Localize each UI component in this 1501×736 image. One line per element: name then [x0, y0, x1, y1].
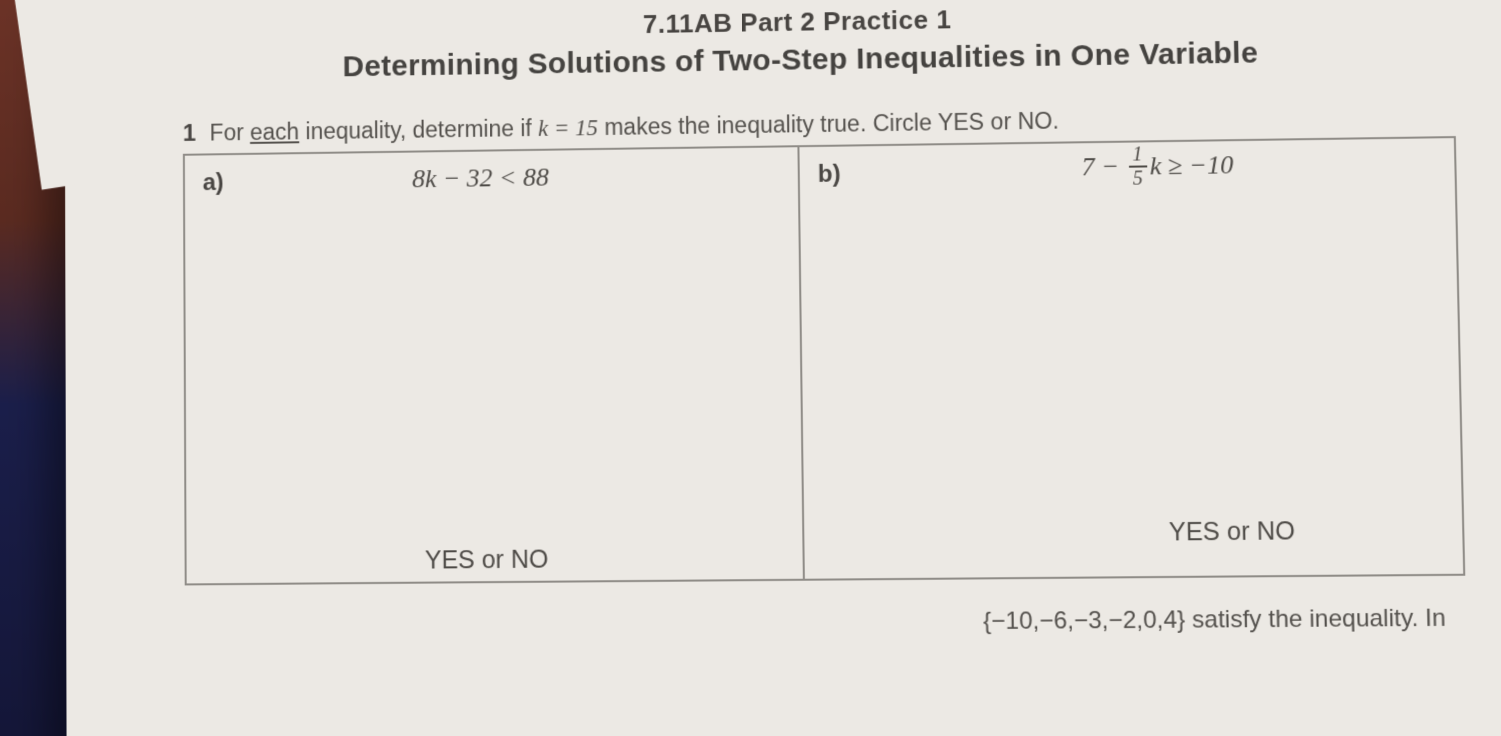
- fraction-one-fifth: 15: [1128, 144, 1147, 188]
- question-suffix: makes the inequality true. Circle YES or…: [598, 108, 1059, 140]
- fraction-numerator: 1: [1128, 144, 1147, 167]
- fraction-denominator: 5: [1129, 167, 1148, 188]
- part-a-inequality: 8k − 32 < 88: [412, 163, 549, 195]
- part-b-lead: 7 −: [1081, 152, 1126, 182]
- question-prefix: For: [210, 119, 250, 145]
- question-underlined-word: each: [250, 119, 299, 145]
- part-a-answer-prompt: YES or NO: [425, 545, 549, 575]
- question-number: 1: [183, 120, 196, 148]
- part-a-label: a): [203, 169, 224, 197]
- question-variable-expression: k = 15: [538, 115, 598, 141]
- question-mid: inequality, determine if: [299, 115, 538, 144]
- part-b-tail: k ≥ −10: [1150, 150, 1234, 180]
- cell-part-b: b) 7 − 15k ≥ −10 YES or NO: [798, 137, 1464, 580]
- next-question-fragment: {−10,−6,−3,−2,0,4} satisfy the inequalit…: [185, 604, 1477, 641]
- question-text: For each inequality, determine if k = 15…: [210, 108, 1059, 147]
- part-b-inequality: 7 − 15k ≥ −10: [1081, 145, 1234, 191]
- worksheet-paper: 7.11AB Part 2 Practice 1 Determining Sol…: [65, 0, 1501, 736]
- problem-table: a) 8k − 32 < 88 YES or NO b) 7 − 15k ≥ −…: [183, 136, 1465, 585]
- part-b-answer-prompt: YES or NO: [1169, 517, 1296, 547]
- worksheet-header: 7.11AB Part 2 Practice 1 Determining Sol…: [143, 0, 1464, 87]
- part-b-label: b): [818, 161, 841, 189]
- cell-part-a: a) 8k − 32 < 88 YES or NO: [184, 146, 804, 584]
